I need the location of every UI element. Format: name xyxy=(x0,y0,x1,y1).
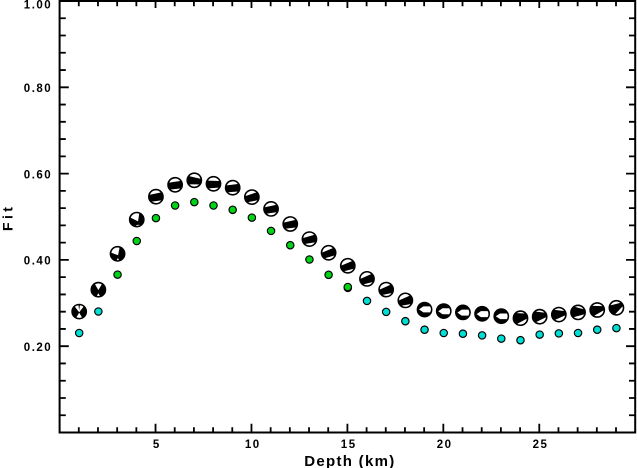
svg-text:Fit: Fit xyxy=(0,204,15,231)
svg-text:20: 20 xyxy=(437,439,453,451)
svg-text:0.80: 0.80 xyxy=(24,83,52,95)
svg-text:0.40: 0.40 xyxy=(24,256,52,268)
svg-text:25: 25 xyxy=(533,439,549,451)
svg-text:0.20: 0.20 xyxy=(24,342,52,354)
svg-text:0.60: 0.60 xyxy=(24,169,52,181)
svg-text:Depth (km): Depth (km) xyxy=(304,453,395,468)
svg-text:10: 10 xyxy=(245,439,261,451)
svg-text:5: 5 xyxy=(153,439,161,451)
svg-text:15: 15 xyxy=(341,439,357,451)
svg-text:1.00: 1.00 xyxy=(24,0,52,11)
